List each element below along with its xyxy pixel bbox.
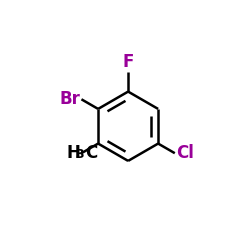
Text: C: C — [86, 144, 98, 162]
Text: Br: Br — [59, 90, 80, 108]
Text: 3: 3 — [75, 148, 84, 161]
Text: Cl: Cl — [176, 144, 194, 162]
Text: H: H — [66, 144, 80, 162]
Text: F: F — [122, 53, 134, 71]
